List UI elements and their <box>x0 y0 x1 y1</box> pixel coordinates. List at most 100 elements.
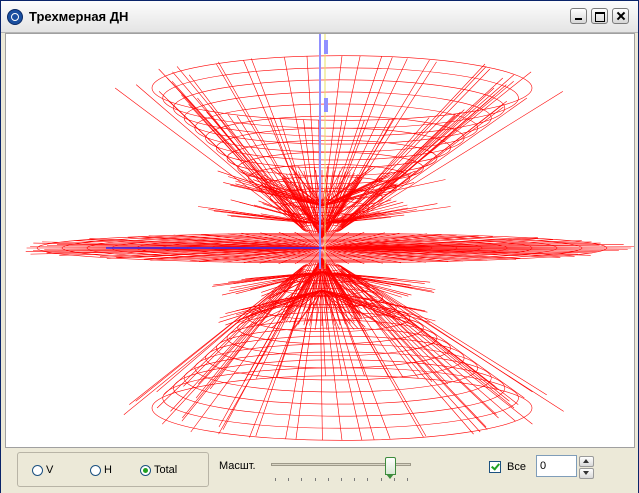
radio-total[interactable]: Total <box>140 464 177 476</box>
radio-h[interactable]: H <box>90 464 112 476</box>
wireframe-line <box>327 57 393 223</box>
slider-thumb[interactable] <box>385 457 397 479</box>
wireframe-line <box>309 257 323 326</box>
wireframe-line <box>156 267 303 409</box>
wireframe-line <box>227 214 323 225</box>
minimize-button[interactable] <box>570 8 587 24</box>
wireframe-line <box>99 247 323 257</box>
wireframe-line <box>300 289 323 307</box>
slider-tick <box>327 478 329 481</box>
wireframe-line <box>321 257 329 326</box>
wireframe-line <box>331 262 453 381</box>
wireframe-line <box>321 232 365 249</box>
wireframe-line <box>278 232 323 249</box>
radio-v[interactable]: V <box>32 464 53 476</box>
slider-tick <box>407 478 408 481</box>
wireframe-line <box>329 262 419 379</box>
slider-tick <box>314 478 316 481</box>
3d-pattern-view[interactable] <box>5 33 635 448</box>
wireframe-line <box>217 170 323 207</box>
wireframe-line <box>321 171 346 239</box>
wireframe-line <box>321 176 362 239</box>
wireframe-line <box>323 273 363 441</box>
wireframe-line <box>143 247 323 260</box>
wireframe-line <box>327 273 391 439</box>
radio-v-label: V <box>46 464 54 476</box>
wireframe-line <box>114 87 303 229</box>
wireframe-line <box>321 247 488 261</box>
title-bar[interactable]: Трехмерная ДН <box>1 1 638 33</box>
wireframe-line <box>325 56 383 223</box>
wireframe-line <box>333 61 437 224</box>
wireframe-line <box>209 264 307 390</box>
wireframe-line <box>42 241 323 249</box>
wireframe-line <box>223 247 323 263</box>
wireframe-line <box>321 289 405 317</box>
wireframe-line <box>321 257 341 326</box>
axis-marker <box>324 98 328 112</box>
scale-slider[interactable] <box>269 457 415 483</box>
wireframe-line <box>321 231 335 249</box>
wireframe-line <box>321 257 329 311</box>
wireframe-line <box>210 106 307 232</box>
wireframe-line <box>321 289 393 316</box>
close-button[interactable] <box>612 8 629 24</box>
radio-total-circle <box>140 464 151 476</box>
maximize-button[interactable] <box>591 8 608 24</box>
wireframe-line <box>341 267 519 405</box>
scale-label: Масшт. <box>219 460 256 472</box>
wireframe-line <box>298 171 323 239</box>
wireframe-line <box>241 232 323 249</box>
wireframe-line <box>321 247 463 262</box>
number-field[interactable] <box>536 455 577 477</box>
wireframe-line <box>273 167 323 207</box>
wireframe-line <box>323 261 365 376</box>
wireframe-line <box>321 170 335 239</box>
wireframe-line <box>321 257 351 313</box>
wireframe-line <box>321 289 340 330</box>
wireframe-line <box>173 79 506 137</box>
wireframe-line <box>181 270 304 422</box>
wireframe-line <box>227 233 323 249</box>
wireframe-line <box>321 247 517 260</box>
wireframe-line <box>170 268 303 412</box>
wireframe-line <box>321 257 335 326</box>
wireframe-line <box>163 265 304 396</box>
slider-tick <box>367 478 369 481</box>
wireframe-line <box>321 216 392 225</box>
wireframe-line <box>282 176 323 239</box>
wireframe-line <box>337 106 504 232</box>
spin-up-button[interactable] <box>579 456 594 467</box>
wireframe-line <box>321 247 427 263</box>
all-checkbox[interactable] <box>489 461 501 473</box>
wireframe-line <box>290 166 323 207</box>
wireframe-line <box>329 58 408 223</box>
wireframe-line <box>289 257 323 314</box>
wireframe-line <box>321 233 428 249</box>
wireframe-line <box>173 234 323 249</box>
wireframe-line <box>321 247 449 262</box>
wireframe-line <box>255 273 313 437</box>
wireframe-line <box>293 172 323 239</box>
wireframe-line <box>321 246 634 249</box>
wireframe-line <box>321 289 328 331</box>
wireframe-line <box>321 247 402 264</box>
wireframe-line <box>158 68 307 225</box>
wireframe-line <box>252 179 323 207</box>
wireframe-line <box>321 232 385 249</box>
wireframe-line <box>321 289 355 330</box>
wireframe-line <box>321 175 361 239</box>
spin-down-button[interactable] <box>579 468 594 479</box>
wireframe-line <box>315 257 323 326</box>
wireframe-line <box>321 201 404 225</box>
slider-tick <box>275 478 276 481</box>
wireframe-line <box>135 84 303 228</box>
radio-v-circle <box>32 464 43 476</box>
slider-tick <box>288 478 290 481</box>
wireframe-line <box>255 262 315 379</box>
wireframe-line <box>151 55 533 121</box>
wireframe-line <box>321 257 335 311</box>
wireframe-line <box>336 271 488 430</box>
wireframe-line <box>321 204 408 225</box>
